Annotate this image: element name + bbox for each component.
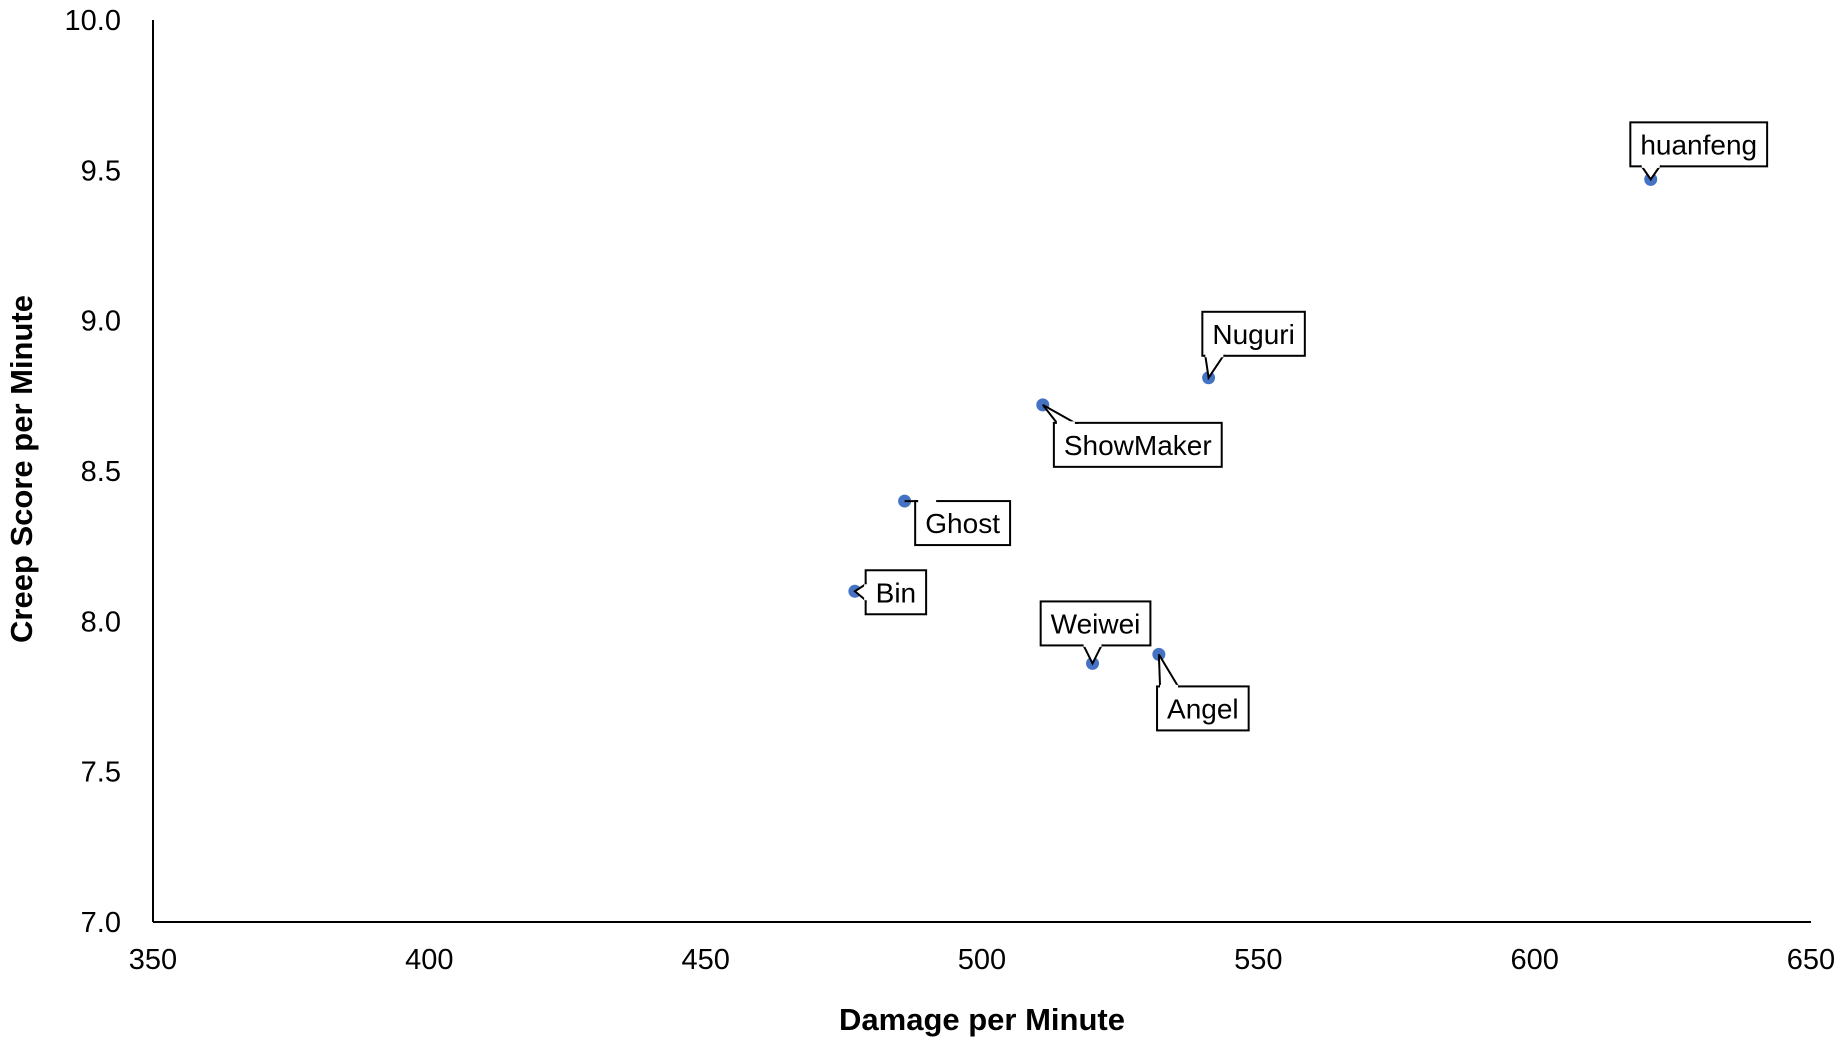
x-tick-label: 550 (1234, 944, 1282, 976)
data-points (848, 172, 1658, 670)
callout-label: Bin (876, 577, 916, 608)
callout-pointer (1081, 644, 1104, 666)
x-axis-ticks: 350 400 450 500 550 600 650 (129, 944, 1835, 976)
callout-label: ShowMaker (1064, 430, 1212, 461)
callout-box (914, 500, 1012, 547)
x-tick-label: 650 (1787, 944, 1835, 976)
y-tick-label: 10.0 (65, 5, 121, 37)
callout-showmaker: ShowMaker (1042, 403, 1223, 468)
y-tick-label: 7.5 (81, 757, 121, 789)
x-tick-label: 350 (129, 944, 177, 976)
callout-pointer (1204, 354, 1226, 381)
callout-box (1201, 310, 1306, 357)
callout-bin: Bin (853, 569, 928, 616)
x-tick-label: 500 (958, 944, 1006, 976)
y-tick-label: 9.5 (81, 155, 121, 187)
y-axis-ticks: 7.0 7.5 8.0 8.5 9.0 9.5 10.0 (65, 5, 121, 939)
callout-label: Ghost (925, 508, 1000, 539)
x-axis-title: Damage per Minute (839, 1002, 1125, 1037)
y-tick-label: 9.0 (81, 306, 121, 338)
callout-label: huanfeng (1640, 129, 1757, 160)
callout-pointer (1157, 653, 1180, 688)
callout-pointer (1639, 165, 1662, 182)
callout-angel: Angel (1156, 653, 1250, 732)
y-tick-label: 8.0 (81, 606, 121, 638)
y-tick-label: 8.5 (81, 456, 121, 488)
callout-box (1052, 421, 1223, 468)
callout-pointer (1042, 403, 1079, 424)
callout-label: Angel (1167, 693, 1239, 724)
y-tick-label: 7.0 (81, 907, 121, 939)
callout-box (1039, 600, 1152, 647)
callout-ghost: Ghost (904, 499, 1012, 547)
callout-weiwei: Weiwei (1039, 600, 1152, 666)
callout-huanfeng: huanfeng (1629, 121, 1769, 182)
x-tick-label: 600 (1510, 944, 1558, 976)
callout-label: Weiwei (1051, 608, 1141, 639)
x-tick-label: 400 (405, 944, 453, 976)
callout-label: Nuguri (1212, 319, 1294, 350)
data-callouts: huanfeng Nuguri ShowMaker Ghost Bin Weiwei Ang… (853, 121, 1769, 732)
callout-box (1156, 685, 1250, 732)
callout-box (1629, 121, 1769, 168)
y-axis-title: Creep Score per Minute (4, 295, 39, 643)
callout-nuguri: Nuguri (1201, 310, 1306, 381)
x-tick-label: 450 (681, 944, 729, 976)
callout-box (864, 569, 928, 616)
